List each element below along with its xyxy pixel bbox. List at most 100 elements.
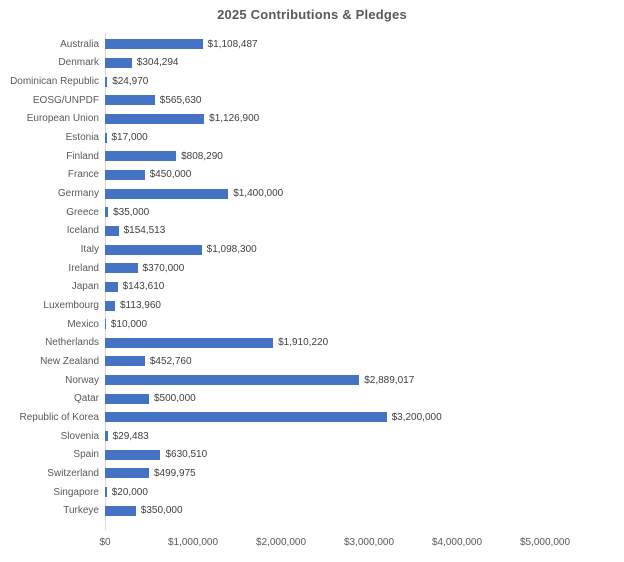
chart-row: EOSG/UNPDF $565,630 — [0, 91, 624, 110]
bar — [105, 57, 132, 68]
chart-row: Iceland $154,513 — [0, 222, 624, 241]
category-label: Spain — [73, 449, 99, 461]
bar — [105, 505, 136, 516]
x-tick-label: $1,000,000 — [167, 537, 219, 548]
chart-row: Dominican Republic $24,970 — [0, 72, 624, 91]
bar — [105, 412, 387, 423]
x-tick-label: $5,000,000 — [519, 537, 571, 548]
bar — [105, 337, 274, 348]
chart-row: France $450,000 — [0, 166, 624, 185]
bar — [105, 356, 145, 367]
chart-row: Greece $35,000 — [0, 203, 624, 222]
value-label: $370,000 — [142, 262, 185, 274]
bar — [105, 449, 161, 460]
chart-row: Mexico $10,000 — [0, 315, 624, 334]
chart-row: Denmark $304,294 — [0, 54, 624, 73]
category-label: Norway — [65, 374, 99, 386]
category-label: Japan — [71, 281, 99, 293]
value-label: $499,975 — [154, 467, 196, 479]
chart-row: Luxembourg $113,960 — [0, 296, 624, 315]
bar — [105, 281, 118, 292]
category-label: Mexico — [67, 318, 99, 330]
value-label: $2,889,017 — [364, 374, 415, 386]
value-label: $500,000 — [154, 393, 196, 405]
category-label: Iceland — [66, 225, 99, 237]
x-axis-ticks: $0 $1,000,000 $2,000,000 $3,000,000 $4,000,0… — [0, 537, 624, 551]
value-label: $20,000 — [111, 486, 148, 498]
bar — [105, 95, 155, 106]
chart-row: Switzerland $499,975 — [0, 464, 624, 483]
chart-row: Turkeye $350,000 — [0, 501, 624, 520]
bar — [105, 76, 108, 87]
chart-row: Italy $1,098,300 — [0, 240, 624, 259]
chart-row: European Union $1,126,900 — [0, 110, 624, 129]
plot-area: Australia $1,108,487 Denmark $304,294 Domini… — [0, 35, 624, 520]
value-label: $143,610 — [122, 281, 165, 293]
value-label: $808,290 — [181, 150, 223, 162]
y-axis-line — [105, 33, 106, 530]
value-label: $35,000 — [113, 206, 150, 218]
x-tick-label: $2,000,000 — [255, 537, 307, 548]
value-label: $1,126,900 — [209, 113, 260, 125]
bar — [105, 487, 107, 498]
category-label: Singapore — [53, 486, 99, 498]
value-label: $1,098,300 — [206, 244, 257, 256]
value-label: $350,000 — [140, 505, 183, 517]
category-label: Dominican Republic — [10, 76, 99, 88]
chart-row: Germany $1,400,000 — [0, 184, 624, 203]
bar — [105, 300, 116, 311]
bar — [105, 319, 106, 330]
chart-row: Japan $143,610 — [0, 278, 624, 297]
value-label: $565,630 — [159, 94, 202, 106]
chart-row: Republic of Korea $3,200,000 — [0, 408, 624, 427]
category-label: Republic of Korea — [19, 411, 100, 423]
value-label: $17,000 — [111, 132, 148, 144]
chart-row: Norway $2,889,017 — [0, 371, 624, 390]
chart-row: Singapore $20,000 — [0, 483, 624, 502]
category-label: Finland — [66, 150, 99, 162]
bar — [105, 244, 202, 255]
chart-row: Spain $630,510 — [0, 445, 624, 464]
category-label: Qatar — [73, 393, 99, 405]
bar — [105, 207, 109, 218]
chart-row: Finland $808,290 — [0, 147, 624, 166]
x-tick-label: $3,000,000 — [343, 537, 395, 548]
x-tick-label: $4,000,000 — [431, 537, 483, 548]
value-label: $29,483 — [112, 430, 149, 442]
category-label: France — [67, 169, 99, 181]
category-label: EOSG/UNPDF — [32, 94, 99, 106]
value-label: $24,970 — [112, 76, 149, 88]
category-label: Ireland — [68, 262, 99, 274]
category-label: Denmark — [58, 57, 99, 69]
category-label: Australia — [60, 38, 99, 50]
category-label: Greece — [66, 206, 99, 218]
category-label: Germany — [57, 188, 99, 200]
value-label: $3,200,000 — [391, 411, 442, 423]
value-label: $1,910,220 — [278, 337, 329, 349]
bar — [105, 431, 108, 442]
bar — [105, 132, 107, 143]
bar — [105, 468, 149, 479]
category-label: Slovenia — [60, 430, 99, 442]
bar — [105, 393, 149, 404]
category-label: Estonia — [65, 132, 99, 144]
chart-row: Qatar $500,000 — [0, 389, 624, 408]
chart-row: Netherlands $1,910,220 — [0, 334, 624, 353]
x-tick-label: $0 — [99, 537, 111, 548]
bar — [105, 39, 203, 50]
category-label: New Zealand — [40, 355, 99, 367]
bar — [105, 188, 229, 199]
value-label: $304,294 — [136, 57, 179, 69]
bar — [105, 169, 145, 180]
category-label: Luxembourg — [43, 300, 99, 312]
value-label: $1,108,487 — [207, 38, 258, 50]
category-label: Turkeye — [63, 505, 99, 517]
value-label: $452,760 — [149, 355, 192, 367]
bar — [105, 151, 177, 162]
category-label: Switzerland — [47, 467, 99, 479]
value-label: $1,400,000 — [233, 188, 284, 200]
chart-row: Estonia $17,000 — [0, 128, 624, 147]
bar — [105, 225, 119, 236]
bar — [105, 375, 360, 386]
